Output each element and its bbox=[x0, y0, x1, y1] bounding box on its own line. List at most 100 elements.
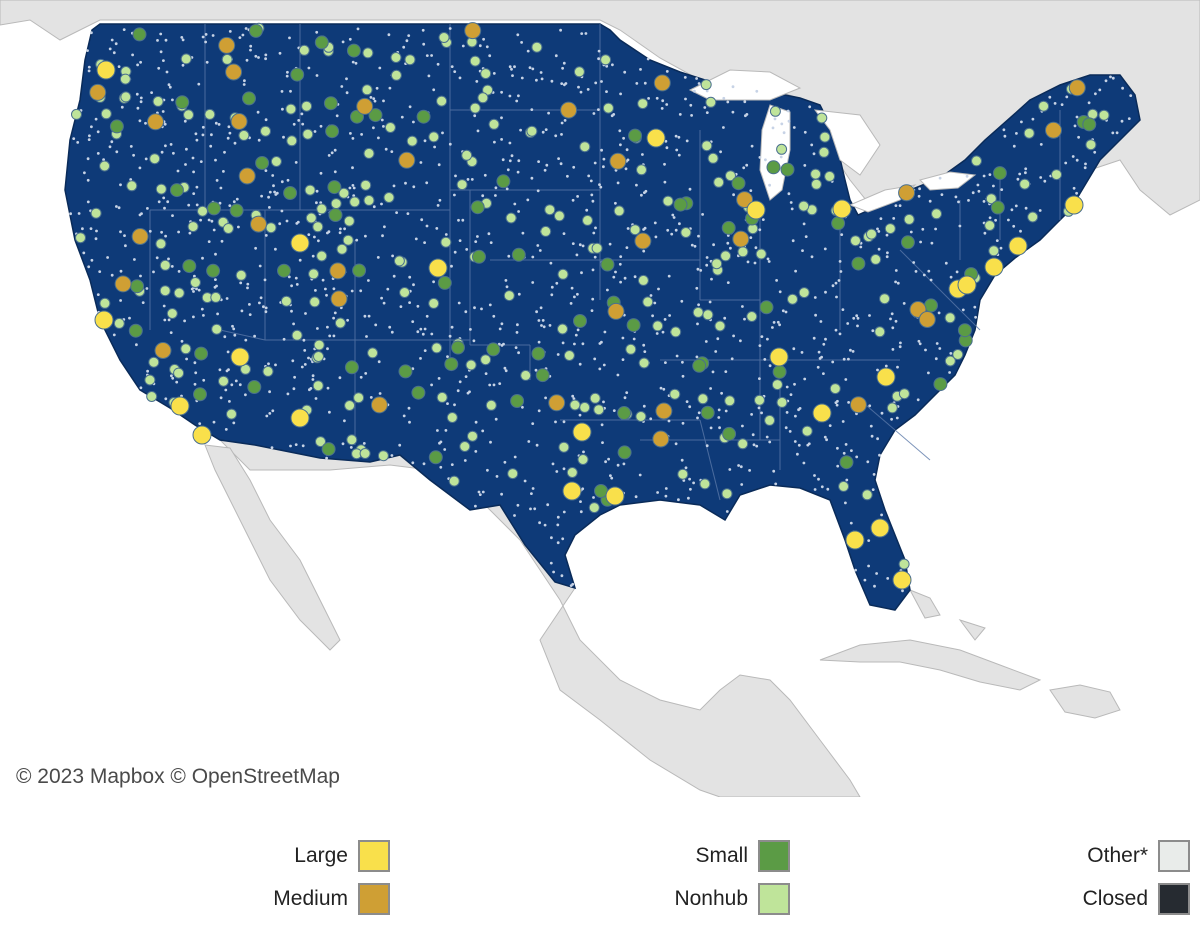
tiny-airport-dot[interactable] bbox=[478, 44, 482, 48]
nonhub-airport-marker[interactable] bbox=[579, 141, 591, 153]
tiny-airport-dot[interactable] bbox=[231, 324, 234, 328]
tiny-airport-dot[interactable] bbox=[411, 461, 415, 465]
nonhub-airport-marker[interactable] bbox=[180, 53, 192, 65]
tiny-airport-dot[interactable] bbox=[785, 411, 789, 414]
tiny-airport-dot[interactable] bbox=[643, 81, 647, 85]
tiny-airport-dot[interactable] bbox=[335, 114, 339, 118]
tiny-airport-dot[interactable] bbox=[332, 334, 336, 338]
tiny-airport-dot[interactable] bbox=[726, 241, 730, 245]
tiny-airport-dot[interactable] bbox=[296, 220, 300, 224]
tiny-airport-dot[interactable] bbox=[949, 352, 953, 355]
tiny-airport-dot[interactable] bbox=[530, 492, 533, 495]
tiny-airport-dot[interactable] bbox=[591, 199, 595, 203]
tiny-airport-dot[interactable] bbox=[1121, 86, 1124, 90]
nonhub-airport-marker[interactable] bbox=[1038, 100, 1050, 112]
tiny-airport-dot[interactable] bbox=[867, 564, 870, 568]
tiny-airport-dot[interactable] bbox=[971, 191, 975, 195]
tiny-airport-dot[interactable] bbox=[728, 468, 732, 471]
legend-item-large[interactable]: Large bbox=[200, 838, 390, 874]
nonhub-airport-marker[interactable] bbox=[701, 140, 713, 152]
tiny-airport-dot[interactable] bbox=[464, 310, 468, 314]
nonhub-airport-marker[interactable] bbox=[218, 375, 229, 387]
tiny-airport-dot[interactable] bbox=[704, 340, 708, 343]
tiny-airport-dot[interactable] bbox=[159, 32, 163, 36]
tiny-airport-dot[interactable] bbox=[351, 137, 355, 140]
tiny-airport-dot[interactable] bbox=[164, 38, 168, 42]
tiny-airport-dot[interactable] bbox=[504, 369, 508, 373]
tiny-airport-dot[interactable] bbox=[395, 211, 398, 215]
tiny-airport-dot[interactable] bbox=[1127, 117, 1131, 120]
tiny-airport-dot[interactable] bbox=[483, 173, 487, 177]
tiny-airport-dot[interactable] bbox=[315, 201, 318, 205]
tiny-airport-dot[interactable] bbox=[448, 142, 452, 146]
nonhub-airport-marker[interactable] bbox=[343, 215, 355, 227]
nonhub-airport-marker[interactable] bbox=[642, 296, 654, 308]
tiny-airport-dot[interactable] bbox=[268, 190, 272, 194]
tiny-airport-dot[interactable] bbox=[502, 342, 505, 346]
tiny-airport-dot[interactable] bbox=[214, 252, 217, 256]
tiny-airport-dot[interactable] bbox=[1064, 161, 1068, 165]
tiny-airport-dot[interactable] bbox=[300, 365, 304, 369]
tiny-airport-dot[interactable] bbox=[217, 123, 221, 126]
tiny-airport-dot[interactable] bbox=[407, 406, 411, 410]
tiny-airport-dot[interactable] bbox=[162, 59, 165, 62]
tiny-airport-dot[interactable] bbox=[555, 470, 559, 473]
tiny-airport-dot[interactable] bbox=[803, 130, 807, 134]
tiny-airport-dot[interactable] bbox=[294, 443, 298, 446]
tiny-airport-dot[interactable] bbox=[235, 197, 239, 201]
tiny-airport-dot[interactable] bbox=[720, 391, 723, 395]
tiny-airport-dot[interactable] bbox=[846, 322, 850, 325]
nonhub-airport-marker[interactable] bbox=[898, 558, 910, 570]
tiny-airport-dot[interactable] bbox=[878, 453, 881, 457]
nonhub-airport-marker[interactable] bbox=[448, 475, 460, 487]
tiny-airport-dot[interactable] bbox=[405, 39, 409, 43]
tiny-airport-dot[interactable] bbox=[717, 416, 721, 419]
tiny-airport-dot[interactable] bbox=[340, 85, 344, 88]
tiny-airport-dot[interactable] bbox=[167, 257, 170, 261]
tiny-airport-dot[interactable] bbox=[513, 65, 516, 69]
tiny-airport-dot[interactable] bbox=[909, 230, 913, 234]
nonhub-airport-marker[interactable] bbox=[315, 436, 326, 448]
tiny-airport-dot[interactable] bbox=[406, 212, 410, 216]
tiny-airport-dot[interactable] bbox=[503, 366, 507, 370]
tiny-airport-dot[interactable] bbox=[791, 239, 795, 243]
tiny-airport-dot[interactable] bbox=[873, 584, 876, 588]
tiny-airport-dot[interactable] bbox=[164, 144, 167, 148]
tiny-airport-dot[interactable] bbox=[591, 297, 595, 301]
tiny-airport-dot[interactable] bbox=[538, 249, 542, 252]
tiny-airport-dot[interactable] bbox=[380, 202, 383, 206]
small-hub-airport-marker[interactable] bbox=[700, 405, 715, 420]
tiny-airport-dot[interactable] bbox=[430, 383, 433, 387]
tiny-airport-dot[interactable] bbox=[884, 364, 888, 368]
small-hub-airport-marker[interactable] bbox=[472, 249, 486, 264]
tiny-airport-dot[interactable] bbox=[722, 126, 725, 129]
tiny-airport-dot[interactable] bbox=[646, 57, 650, 61]
tiny-airport-dot[interactable] bbox=[684, 97, 687, 101]
tiny-airport-dot[interactable] bbox=[944, 261, 948, 265]
tiny-airport-dot[interactable] bbox=[135, 92, 139, 96]
tiny-airport-dot[interactable] bbox=[1024, 167, 1028, 171]
nonhub-airport-marker[interactable] bbox=[699, 478, 711, 490]
tiny-airport-dot[interactable] bbox=[419, 357, 422, 360]
tiny-airport-dot[interactable] bbox=[185, 147, 188, 151]
tiny-airport-dot[interactable] bbox=[138, 166, 142, 170]
nonhub-airport-marker[interactable] bbox=[312, 380, 324, 392]
nonhub-airport-marker[interactable] bbox=[985, 193, 997, 205]
tiny-airport-dot[interactable] bbox=[593, 357, 597, 361]
tiny-airport-dot[interactable] bbox=[741, 424, 744, 428]
tiny-airport-dot[interactable] bbox=[655, 96, 659, 100]
tiny-airport-dot[interactable] bbox=[181, 38, 185, 42]
tiny-airport-dot[interactable] bbox=[201, 125, 205, 129]
tiny-airport-dot[interactable] bbox=[664, 487, 668, 490]
tiny-airport-dot[interactable] bbox=[760, 335, 764, 338]
tiny-airport-dot[interactable] bbox=[653, 301, 657, 305]
tiny-airport-dot[interactable] bbox=[364, 234, 367, 238]
tiny-airport-dot[interactable] bbox=[955, 270, 959, 274]
tiny-airport-dot[interactable] bbox=[227, 125, 231, 129]
tiny-airport-dot[interactable] bbox=[804, 235, 808, 239]
tiny-airport-dot[interactable] bbox=[446, 355, 449, 358]
tiny-airport-dot[interactable] bbox=[244, 393, 247, 397]
tiny-airport-dot[interactable] bbox=[602, 363, 606, 367]
nonhub-airport-marker[interactable] bbox=[879, 293, 891, 305]
small-hub-airport-marker[interactable] bbox=[368, 108, 383, 123]
